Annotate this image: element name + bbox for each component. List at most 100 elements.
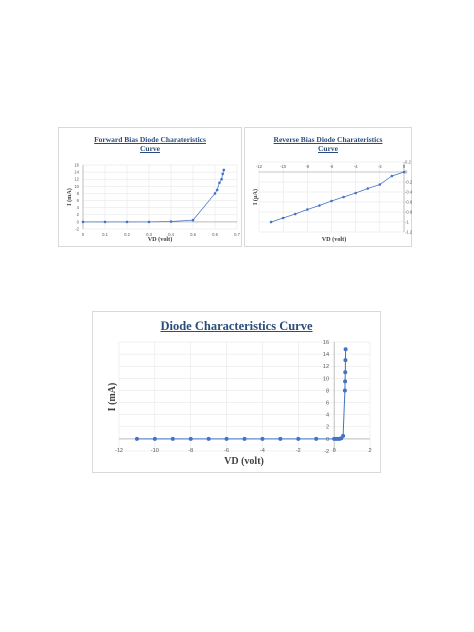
y-tick-label: -0.6 bbox=[405, 199, 413, 204]
y-tick-label: 2 bbox=[77, 212, 80, 217]
diode-characteristics-chart: Diode Characteristics Curve -12 -10 -8 -6 -4… bbox=[92, 311, 381, 473]
data-point bbox=[306, 208, 309, 211]
x-tick-label: 0 bbox=[333, 448, 336, 454]
data-point bbox=[81, 220, 85, 224]
series-line bbox=[83, 169, 225, 223]
y-tick-label: 8 bbox=[326, 388, 329, 394]
data-point bbox=[152, 436, 157, 441]
data-point bbox=[354, 191, 357, 195]
x-tick-label: 0.3 bbox=[146, 232, 152, 237]
chart-title: Forward Bias Diode Charateristics Curve bbox=[59, 135, 241, 153]
y-tick-label: -1.2 bbox=[405, 229, 413, 234]
x-tick-label: 0.5 bbox=[190, 232, 196, 237]
x-tick-label: -6 bbox=[330, 164, 334, 169]
reverse-bias-chart: Reverse Bias Diode Charateristics Curve … bbox=[244, 127, 413, 247]
x-axis-title: VD (volt) bbox=[148, 236, 173, 243]
data-point bbox=[278, 436, 283, 441]
data-point bbox=[318, 204, 321, 207]
data-point bbox=[260, 436, 265, 441]
y-tick-label: 6 bbox=[77, 198, 80, 203]
y-tick-label: 6 bbox=[326, 401, 329, 407]
data-point bbox=[390, 174, 394, 178]
data-point bbox=[341, 433, 346, 438]
data-point bbox=[402, 170, 406, 174]
x-tick-label: 2 bbox=[368, 448, 371, 454]
data-point bbox=[188, 436, 193, 441]
chart-title: Diode Characteristics Curve bbox=[160, 319, 313, 333]
x-tick-label: 0.7 bbox=[234, 232, 240, 237]
y-tick-label: 16 bbox=[323, 340, 329, 346]
x-tick-label: -12 bbox=[115, 448, 123, 454]
data-point bbox=[169, 220, 173, 223]
y-tick-label: 4 bbox=[77, 205, 80, 210]
x-tick-label: -8 bbox=[305, 164, 309, 169]
data-point bbox=[343, 347, 348, 352]
data-point bbox=[224, 436, 229, 441]
y-axis-title: I (mA) bbox=[66, 188, 73, 206]
x-tick-label: -2 bbox=[296, 448, 301, 454]
y-tick-label: 14 bbox=[74, 170, 79, 175]
data-point bbox=[213, 192, 217, 195]
series-line bbox=[136, 349, 347, 440]
y-tick-label: 0 bbox=[326, 437, 329, 443]
y-tick-label: -2 bbox=[75, 226, 79, 231]
y-tick-label: -0.4 bbox=[405, 189, 413, 194]
x-tick-label: -6 bbox=[224, 448, 229, 454]
data-point bbox=[218, 181, 221, 185]
data-point bbox=[343, 358, 348, 363]
y-tick-label: 8 bbox=[77, 191, 80, 196]
y-tick-label: -0.2 bbox=[405, 179, 413, 184]
x-tick-label: -4 bbox=[260, 448, 265, 454]
y-tick-label: 2 bbox=[326, 425, 329, 431]
y-tick-label: 10 bbox=[323, 376, 329, 382]
forward-bias-chart: Forward Bias Diode Charateristics Curve … bbox=[58, 127, 242, 247]
data-point bbox=[242, 436, 247, 441]
y-tick-label: 10 bbox=[74, 184, 79, 189]
y-tick-label: -2 bbox=[324, 449, 329, 455]
data-point bbox=[342, 388, 347, 393]
x-tick-label: -2 bbox=[378, 164, 382, 169]
x-tick-label: 0.1 bbox=[102, 232, 108, 237]
x-tick-label: -4 bbox=[354, 164, 358, 169]
y-tick-label: 0 bbox=[77, 219, 80, 224]
data-point bbox=[221, 172, 224, 176]
data-point bbox=[134, 436, 139, 441]
data-point bbox=[378, 183, 382, 186]
y-tick-label: 16 bbox=[74, 162, 79, 167]
data-point bbox=[191, 218, 195, 222]
data-point bbox=[343, 379, 348, 384]
x-tick-label: 0 bbox=[82, 232, 85, 237]
y-tick-label: 14 bbox=[323, 352, 329, 358]
data-point bbox=[206, 436, 211, 441]
y-tick-label: 12 bbox=[74, 177, 79, 182]
data-point bbox=[125, 220, 129, 224]
chart-title-line1: Forward Bias Diode Charateristics bbox=[94, 135, 206, 144]
y-tick-label: 0.2 bbox=[405, 159, 411, 164]
y-tick-label: -1 bbox=[405, 219, 409, 224]
x-tick-label: 0.2 bbox=[124, 232, 130, 237]
data-point bbox=[170, 436, 175, 441]
x-tick-label: -10 bbox=[280, 164, 287, 169]
data-point bbox=[281, 216, 285, 220]
data-point bbox=[147, 220, 151, 224]
y-tick-label: 4 bbox=[326, 413, 329, 419]
chart-title-line1: Reverse Bias Diode Charateristics bbox=[273, 135, 383, 144]
y-axis-title: I (μA) bbox=[252, 189, 259, 205]
data-point bbox=[330, 199, 333, 203]
x-tick-label: 0.4 bbox=[168, 232, 174, 237]
data-point bbox=[296, 436, 301, 441]
data-point bbox=[220, 177, 223, 181]
x-tick-label: 0.6 bbox=[212, 232, 218, 237]
data-point bbox=[342, 195, 345, 199]
y-tick-label: 12 bbox=[323, 364, 329, 370]
x-axis-title: VD (volt) bbox=[224, 456, 264, 467]
data-point bbox=[366, 187, 370, 190]
x-tick-label: -10 bbox=[151, 448, 159, 454]
x-tick-label: 0 bbox=[403, 164, 406, 169]
data-point bbox=[222, 168, 226, 172]
y-tick-label: 0 bbox=[405, 169, 408, 174]
data-point bbox=[314, 436, 319, 441]
x-axis-title: VD (volt) bbox=[322, 236, 347, 243]
data-point bbox=[343, 370, 348, 375]
data-point bbox=[293, 212, 297, 216]
